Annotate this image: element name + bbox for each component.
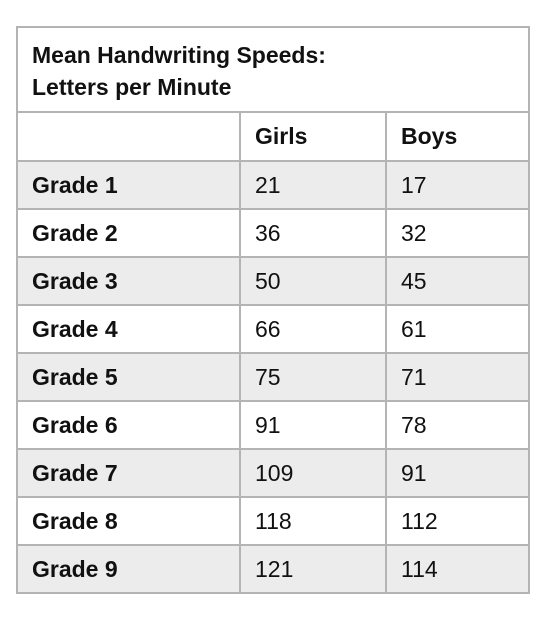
title-row: Mean Handwriting Speeds: Letters per Minu… [16, 26, 530, 113]
table-row: Grade 6 91 78 [16, 400, 530, 450]
table-title-line1: Mean Handwriting Speeds: [32, 41, 326, 68]
boys-value: 91 [385, 448, 530, 498]
girls-value: 109 [239, 448, 387, 498]
girls-value: 36 [239, 208, 387, 258]
grade-label: Grade 3 [16, 256, 241, 306]
girls-value: 91 [239, 400, 387, 450]
girls-value: 50 [239, 256, 387, 306]
boys-value: 17 [385, 160, 530, 210]
grade-label: Grade 2 [16, 208, 241, 258]
girls-value: 21 [239, 160, 387, 210]
column-header-boys: Boys [385, 111, 530, 162]
table-row: Grade 2 36 32 [16, 208, 530, 258]
boys-value: 112 [385, 496, 530, 546]
boys-value: 114 [385, 544, 530, 594]
table-row: Grade 8 118 112 [16, 496, 530, 546]
grade-label: Grade 8 [16, 496, 241, 546]
boys-value: 71 [385, 352, 530, 402]
grade-label: Grade 5 [16, 352, 241, 402]
table-row: Grade 3 50 45 [16, 256, 530, 306]
girls-value: 66 [239, 304, 387, 354]
boys-value: 78 [385, 400, 530, 450]
column-header-label [16, 111, 241, 162]
table-title-line2: Letters per Minute [32, 73, 232, 100]
handwriting-speed-table: Mean Handwriting Speeds: Letters per Minu… [16, 26, 530, 594]
grade-label: Grade 1 [16, 160, 241, 210]
table-row: Grade 9 121 114 [16, 544, 530, 594]
boys-value: 61 [385, 304, 530, 354]
table-row: Grade 7 109 91 [16, 448, 530, 498]
grade-label: Grade 9 [16, 544, 241, 594]
grade-label: Grade 4 [16, 304, 241, 354]
table-row: Grade 5 75 71 [16, 352, 530, 402]
table-row: Grade 1 21 17 [16, 160, 530, 210]
boys-value: 45 [385, 256, 530, 306]
table-row: Grade 4 66 61 [16, 304, 530, 354]
grade-label: Grade 6 [16, 400, 241, 450]
grade-label: Grade 7 [16, 448, 241, 498]
handwriting-speed-table-container: Mean Handwriting Speeds: Letters per Minu… [16, 26, 530, 594]
boys-value: 32 [385, 208, 530, 258]
column-header-row: Girls Boys [16, 111, 530, 162]
table-title: Mean Handwriting Speeds: Letters per Minu… [16, 26, 530, 113]
girls-value: 121 [239, 544, 387, 594]
column-header-girls: Girls [239, 111, 387, 162]
girls-value: 118 [239, 496, 387, 546]
girls-value: 75 [239, 352, 387, 402]
